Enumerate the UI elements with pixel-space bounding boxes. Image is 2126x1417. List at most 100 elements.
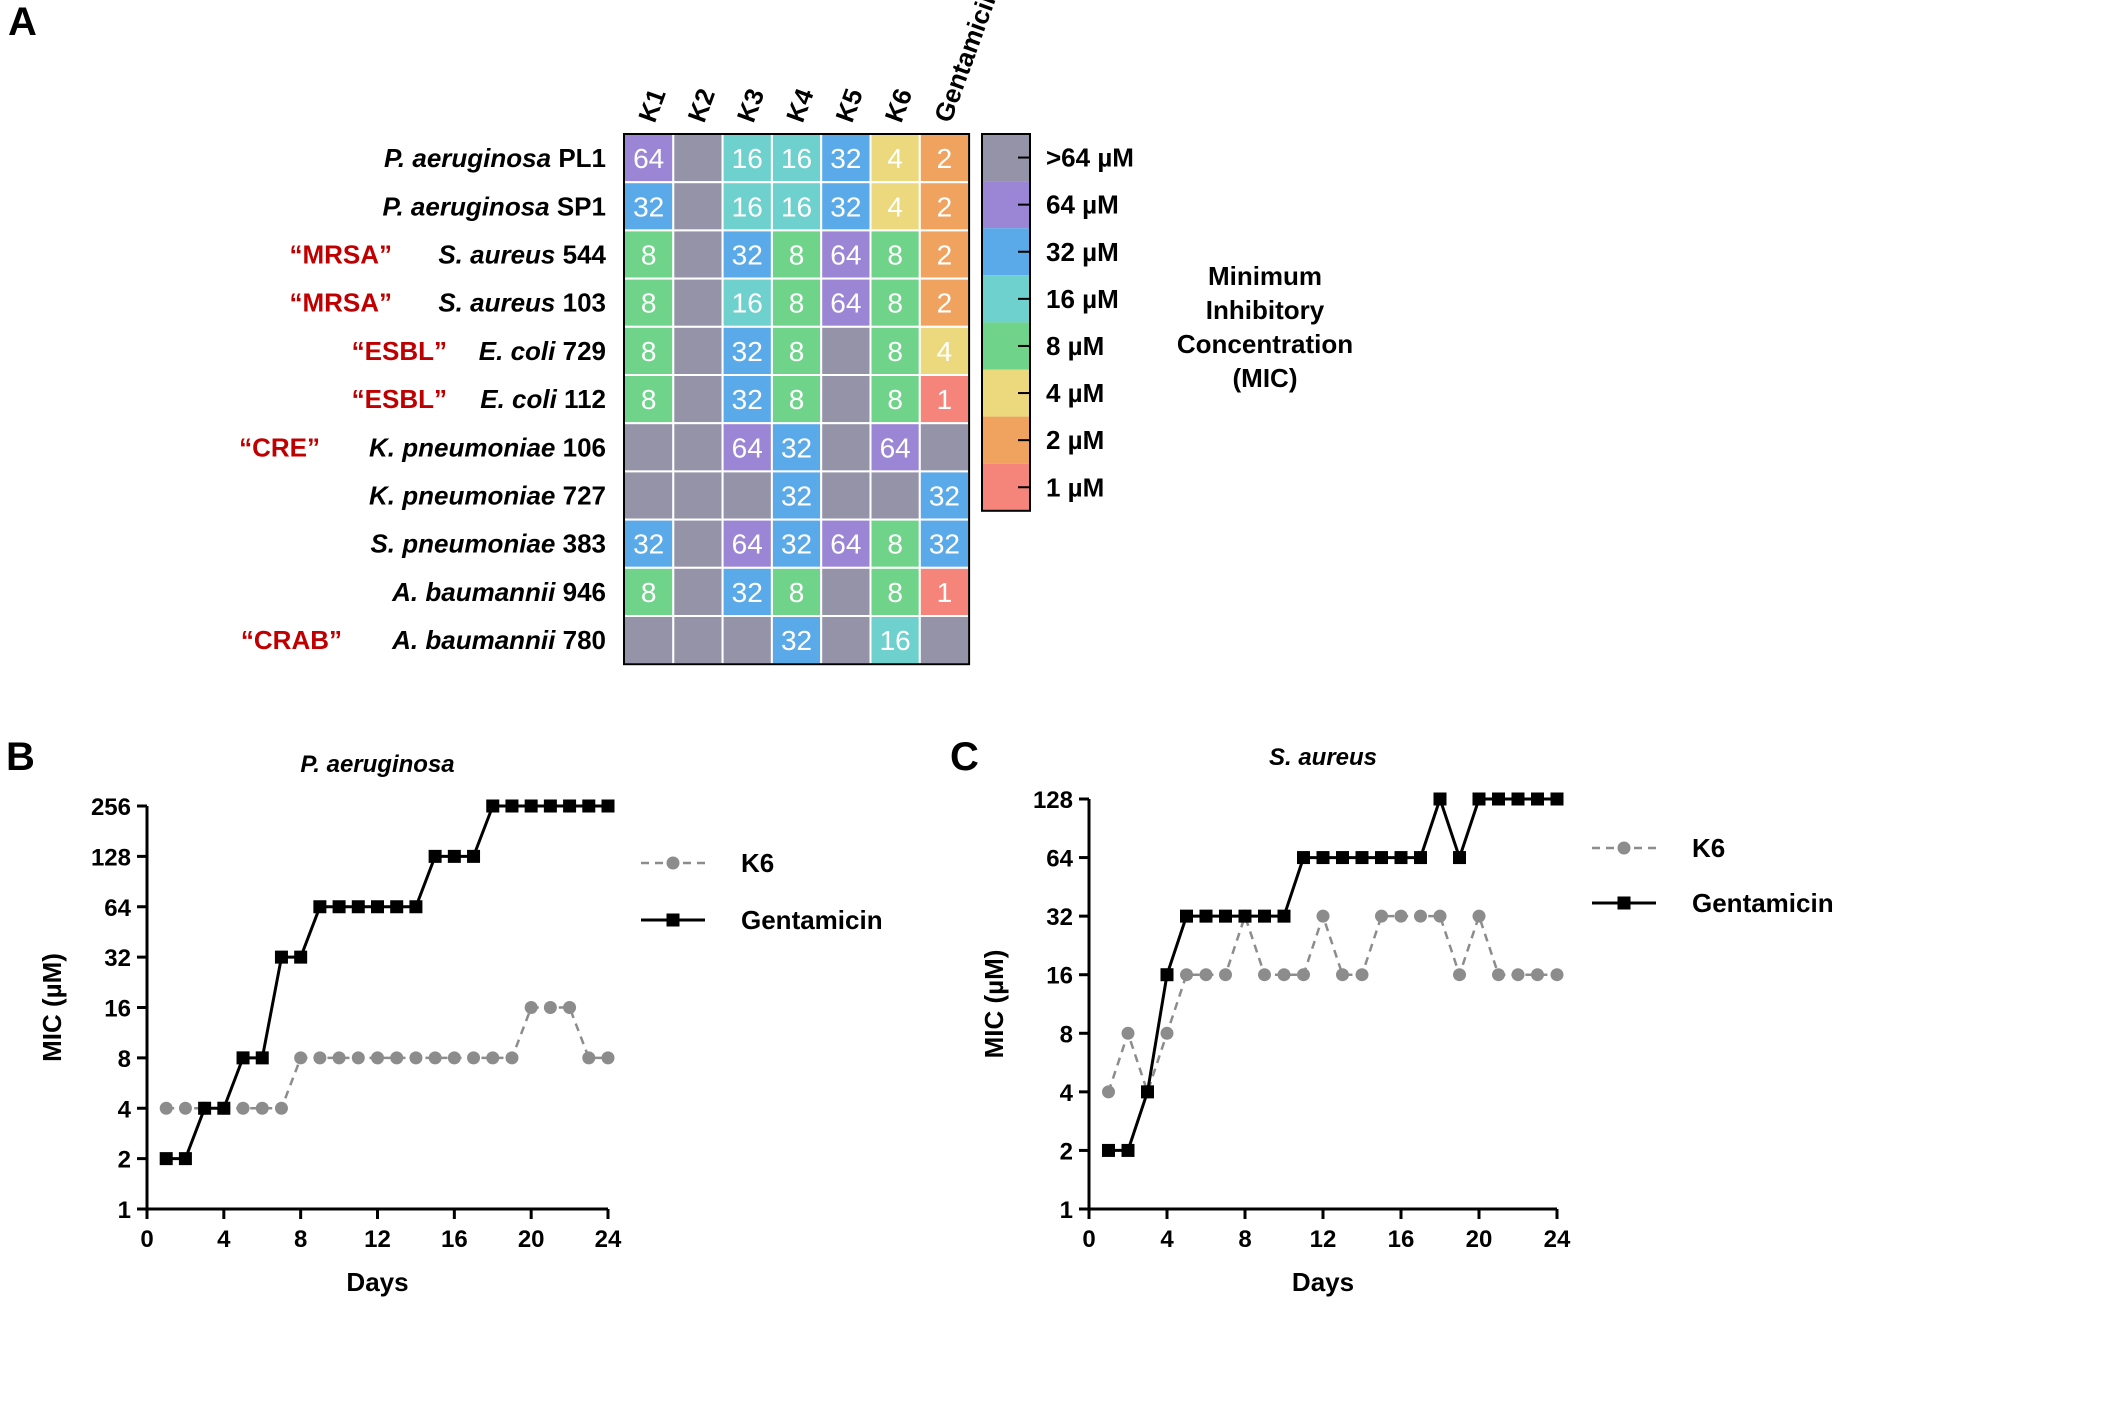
row-strain: 544 bbox=[563, 240, 607, 270]
data-point-k6 bbox=[486, 1051, 500, 1065]
x-tick-label: 12 bbox=[364, 1226, 391, 1253]
row-species: S. aureus bbox=[438, 240, 562, 270]
data-point-gentamicin bbox=[486, 799, 500, 813]
heatmap-cell bbox=[918, 422, 971, 473]
data-point-k6 bbox=[1472, 909, 1486, 923]
row-label-p-aeruginosa-sp1: P. aeruginosa SP1 bbox=[382, 191, 606, 221]
row-strain: 106 bbox=[563, 432, 606, 462]
legend-label-k6: K6 bbox=[1692, 833, 1725, 863]
legend-label-gentamicin: Gentamicin bbox=[741, 905, 883, 935]
data-point-k6 bbox=[390, 1051, 404, 1065]
data-point-gentamicin bbox=[582, 799, 596, 813]
x-tick-label: 24 bbox=[595, 1226, 622, 1253]
row-species: P. aeruginosa bbox=[384, 143, 558, 173]
row-strain: 946 bbox=[563, 577, 606, 607]
data-point-gentamicin bbox=[236, 1051, 250, 1065]
row-species: A. baumannii bbox=[391, 625, 562, 655]
heatmap-cell-value: 64 bbox=[880, 432, 911, 463]
legend-label-gentamicin: Gentamicin bbox=[1692, 888, 1834, 918]
data-point-k6 bbox=[294, 1051, 308, 1065]
data-point-gentamicin bbox=[1277, 909, 1291, 923]
heatmap-cell-value: 16 bbox=[880, 625, 911, 656]
y-tick-label: 32 bbox=[1046, 904, 1073, 931]
data-point-gentamicin bbox=[563, 799, 577, 813]
heatmap-cell bbox=[672, 133, 724, 184]
data-point-gentamicin bbox=[428, 849, 442, 863]
heatmap-cell-value: 32 bbox=[781, 481, 812, 512]
heatmap-cell bbox=[672, 277, 724, 328]
heatmap-cell-value: 8 bbox=[789, 384, 805, 415]
heatmap-cell bbox=[820, 470, 872, 521]
heatmap-cell-value: 8 bbox=[887, 240, 903, 271]
data-point-gentamicin bbox=[332, 900, 346, 914]
data-point-gentamicin bbox=[1394, 851, 1408, 865]
column-header-k4: K4 bbox=[780, 84, 820, 126]
legend-label-64: 64 µM bbox=[1046, 190, 1119, 220]
data-point-gentamicin bbox=[1355, 851, 1369, 865]
legend-label-1: 1 µM bbox=[1046, 472, 1104, 502]
data-point-k6 bbox=[1316, 909, 1330, 923]
heatmap-cell bbox=[672, 470, 724, 521]
heatmap-cell-value: 32 bbox=[633, 191, 664, 222]
row-species: K. pneumoniae bbox=[369, 481, 563, 511]
legend-label-8: 8 µM bbox=[1046, 331, 1104, 361]
y-tick-label: 1 bbox=[118, 1197, 131, 1224]
heatmap-cell-value: 2 bbox=[937, 191, 953, 222]
legend-marker-k6 bbox=[1617, 841, 1631, 855]
row-label-e-coli-729: E. coli 729 bbox=[479, 336, 606, 366]
row-label-p-aeruginosa-pl1: P. aeruginosa PL1 bbox=[384, 143, 606, 173]
heatmap-cell-value: 2 bbox=[937, 240, 953, 271]
heatmap-cell bbox=[770, 374, 823, 425]
chart-title: S. aureus bbox=[1269, 744, 1377, 771]
row-tag-mrsa: “MRSA” bbox=[289, 288, 392, 318]
row-species: K. pneumoniae bbox=[369, 432, 563, 462]
column-header-gentamicin: Gentamicin bbox=[928, 0, 1005, 126]
y-tick-label: 64 bbox=[1046, 846, 1073, 873]
y-tick-label: 32 bbox=[104, 945, 131, 972]
heatmap-cell bbox=[918, 229, 971, 280]
data-point-k6 bbox=[1277, 968, 1291, 982]
data-point-gentamicin bbox=[505, 799, 519, 813]
y-tick-label: 16 bbox=[1046, 963, 1073, 990]
heatmap-cell bbox=[721, 470, 773, 521]
data-point-k6 bbox=[1121, 1026, 1135, 1040]
series-line-gentamicin bbox=[1108, 794, 1557, 1152]
y-axis-label: MIC (µM) bbox=[37, 953, 67, 1062]
data-point-gentamicin bbox=[313, 900, 327, 914]
heatmap-cell-value: 16 bbox=[732, 288, 763, 319]
row-tag-mrsa: “MRSA” bbox=[289, 240, 392, 270]
data-point-k6 bbox=[1355, 968, 1369, 982]
data-point-k6 bbox=[1160, 1026, 1174, 1040]
data-point-gentamicin bbox=[1160, 968, 1174, 982]
heatmap-cell bbox=[820, 615, 872, 666]
chart-title: P. aeruginosa bbox=[300, 751, 454, 778]
legend-frame bbox=[981, 133, 1031, 512]
data-point-k6 bbox=[1550, 968, 1564, 982]
heatmap-cell-value: 1 bbox=[937, 384, 953, 415]
y-axis-label: MIC (µM) bbox=[979, 950, 1009, 1059]
heatmap-cell-value: 8 bbox=[887, 384, 903, 415]
data-point-k6 bbox=[1414, 909, 1427, 923]
data-point-gentamicin bbox=[1141, 1085, 1154, 1099]
legend-title-line: (MIC) bbox=[1233, 363, 1298, 393]
row-species: S. aureus bbox=[438, 288, 562, 318]
data-point-k6 bbox=[332, 1051, 346, 1065]
data-point-gentamicin bbox=[217, 1101, 231, 1115]
row-strain: SP1 bbox=[557, 191, 606, 221]
heatmap-cell-value: 8 bbox=[887, 577, 903, 608]
heatmap-cell-value: 8 bbox=[641, 336, 657, 367]
heatmap-cell-value: 8 bbox=[887, 336, 903, 367]
data-point-k6 bbox=[1453, 968, 1466, 982]
y-tick-label: 8 bbox=[118, 1046, 131, 1073]
data-point-gentamicin bbox=[159, 1152, 173, 1166]
data-point-gentamicin bbox=[524, 799, 538, 813]
heatmap-cell-value: 8 bbox=[887, 529, 903, 560]
data-point-gentamicin bbox=[1511, 792, 1525, 806]
heatmap-cell bbox=[869, 374, 921, 425]
data-point-k6 bbox=[1102, 1085, 1115, 1099]
data-point-k6 bbox=[428, 1051, 442, 1065]
row-strain: 729 bbox=[563, 336, 606, 366]
series-line-k6 bbox=[166, 1006, 608, 1110]
